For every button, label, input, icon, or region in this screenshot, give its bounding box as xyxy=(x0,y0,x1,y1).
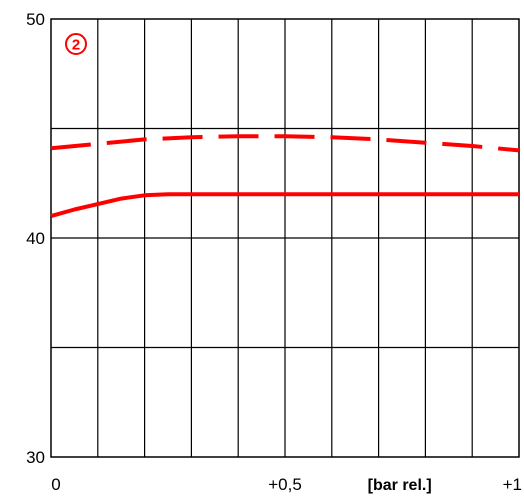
x-axis-label: [bar rel.] xyxy=(368,477,432,494)
x-tick-label: +0,5 xyxy=(268,475,302,494)
y-tick-label: 30 xyxy=(26,448,45,467)
tick-labels: 30 40 50 0 +0,5 +1 xyxy=(26,10,522,494)
y-tick-label: 50 xyxy=(26,10,45,29)
series-number-badge: 2 xyxy=(65,33,87,55)
x-tick-label: +1 xyxy=(503,475,522,494)
series-group xyxy=(50,134,520,219)
grid-lines xyxy=(51,19,519,457)
dashed-series-line xyxy=(50,134,520,153)
y-tick-label: 40 xyxy=(26,229,45,248)
badge-circle-icon xyxy=(65,33,87,55)
plot-area-border xyxy=(50,18,520,458)
x-tick-label: 0 xyxy=(51,475,60,494)
solid-series-line xyxy=(50,192,519,219)
badge-label: 2 xyxy=(72,37,80,54)
